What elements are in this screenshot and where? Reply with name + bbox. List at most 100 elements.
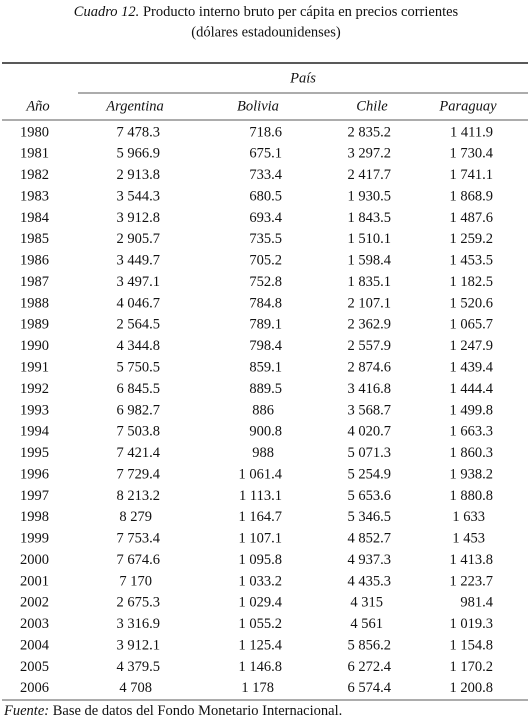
year-cell: 1996 (20, 466, 49, 482)
value-cell: 784.8 (249, 295, 282, 311)
value-cell: 1 055.2 (239, 616, 283, 632)
value-cell: 1 520.6 (450, 295, 494, 311)
value-cell: 1 113.1 (239, 488, 282, 504)
title: Cuadro 12. Producto interno bruto per cá… (74, 4, 459, 20)
value-cell: 1 453.5 (450, 253, 494, 269)
value-cell: 8 213.2 (117, 488, 161, 504)
value-cell: 1 247.9 (450, 338, 494, 354)
year-cell: 2003 (20, 616, 49, 632)
value-cell: 1 938.2 (450, 466, 494, 482)
value-cell: 7 729.4 (117, 466, 161, 482)
year-cell: 2006 (20, 680, 49, 696)
value-cell: 1 510.1 (348, 231, 392, 247)
value-cell: 7 503.8 (117, 424, 161, 440)
value-cell: 3 544.3 (117, 188, 161, 204)
title-text: Producto interno bruto per cápita en pre… (143, 4, 459, 20)
value-cell: 1 095.8 (239, 552, 283, 568)
value-cell: 7 421.4 (117, 445, 161, 461)
value-cell: 1 487.6 (450, 210, 494, 226)
value-cell: 1 860.3 (450, 445, 494, 461)
value-cell: 1 065.7 (450, 317, 494, 333)
value-cell: 4 046.7 (117, 295, 161, 311)
value-cell: 3 449.7 (117, 253, 161, 269)
value-cell: 1 868.9 (450, 188, 494, 204)
year-cell: 1987 (20, 274, 49, 290)
value-cell: 7 753.4 (117, 531, 161, 547)
value-cell: 1 930.5 (348, 188, 392, 204)
value-cell: 2 913.8 (117, 167, 161, 183)
year-cell: 2000 (20, 552, 49, 568)
value-cell: 3 416.8 (348, 381, 392, 397)
subtitle: (dólares estadounidenses) (191, 24, 341, 40)
value-cell: 1 154.8 (450, 637, 494, 653)
title-label: Cuadro 12. (74, 4, 140, 20)
value-cell: 6 272.4 (348, 659, 392, 675)
year-cell: 1982 (20, 167, 49, 183)
year-cell: 1984 (20, 210, 50, 226)
value-cell: 5 254.9 (348, 466, 392, 482)
value-cell: 2 557.9 (348, 338, 392, 354)
source-label: Fuente: (3, 703, 49, 718)
value-cell: 1 146.8 (239, 659, 283, 675)
year-cell: 2001 (20, 573, 49, 589)
year-cell: 1995 (20, 445, 49, 461)
value-cell: 1 633 (452, 509, 485, 525)
value-cell: 1 663.3 (450, 424, 494, 440)
year-cell: 1983 (20, 188, 49, 204)
value-cell: 4 315 (350, 595, 383, 611)
value-cell: 1 019.3 (450, 616, 494, 632)
value-cell: 3 297.2 (348, 146, 392, 162)
value-cell: 4 937.3 (348, 552, 392, 568)
value-cell: 3 912.1 (117, 637, 161, 653)
value-cell: 735.5 (249, 231, 282, 247)
value-cell: 1 444.4 (450, 381, 494, 397)
value-cell: 3 316.9 (117, 616, 161, 632)
year-cell: 1989 (20, 317, 49, 333)
source: Fuente: Base de datos del Fondo Monetari… (3, 703, 342, 718)
value-cell: 1 880.8 (450, 488, 494, 504)
value-cell: 889.5 (249, 381, 282, 397)
value-cell: 2 107.1 (348, 295, 392, 311)
year-cell: 1997 (20, 488, 49, 504)
year-cell: 1998 (20, 509, 49, 525)
value-cell: 1 178 (241, 680, 274, 696)
value-cell: 1 033.2 (239, 573, 283, 589)
value-cell: 7 170 (119, 573, 152, 589)
value-cell: 1 835.1 (348, 274, 392, 290)
year-cell: 2004 (20, 637, 50, 653)
value-cell: 1 125.4 (239, 637, 283, 653)
year-cell: 1999 (20, 531, 49, 547)
year-cell: 1992 (20, 381, 49, 397)
value-cell: 7 674.6 (117, 552, 161, 568)
year-cell: 1988 (20, 295, 49, 311)
year-cell: 1985 (20, 231, 49, 247)
value-cell: 8 279 (119, 509, 152, 525)
value-cell: 5 750.5 (117, 360, 161, 376)
value-cell: 2 675.3 (117, 595, 161, 611)
value-cell: 1 741.1 (450, 167, 494, 183)
value-cell: 1 453 (452, 531, 485, 547)
value-cell: 718.6 (249, 124, 282, 140)
value-cell: 733.4 (249, 167, 282, 183)
value-cell: 2 362.9 (348, 317, 392, 333)
value-cell: 1 223.7 (450, 573, 494, 589)
value-cell: 1 107.1 (239, 531, 283, 547)
year-cell: 1980 (20, 124, 49, 140)
value-cell: 5 346.5 (348, 509, 392, 525)
value-cell: 5 966.9 (117, 146, 161, 162)
value-cell: 4 708 (119, 680, 152, 696)
value-cell: 798.4 (249, 338, 282, 354)
value-cell: 675.1 (249, 146, 282, 162)
year-cell: 1991 (20, 360, 49, 376)
value-cell: 752.8 (249, 274, 282, 290)
value-cell: 886 (252, 402, 274, 418)
value-cell: 6 574.4 (348, 680, 392, 696)
value-cell: 5 653.6 (348, 488, 392, 504)
value-cell: 4 344.8 (117, 338, 161, 354)
value-cell: 4 435.3 (348, 573, 392, 589)
value-cell: 981.4 (460, 595, 493, 611)
value-cell: 1 029.4 (239, 595, 283, 611)
value-cell: 5 071.3 (348, 445, 392, 461)
value-cell: 2 905.7 (117, 231, 161, 247)
value-cell: 1 730.4 (450, 146, 494, 162)
